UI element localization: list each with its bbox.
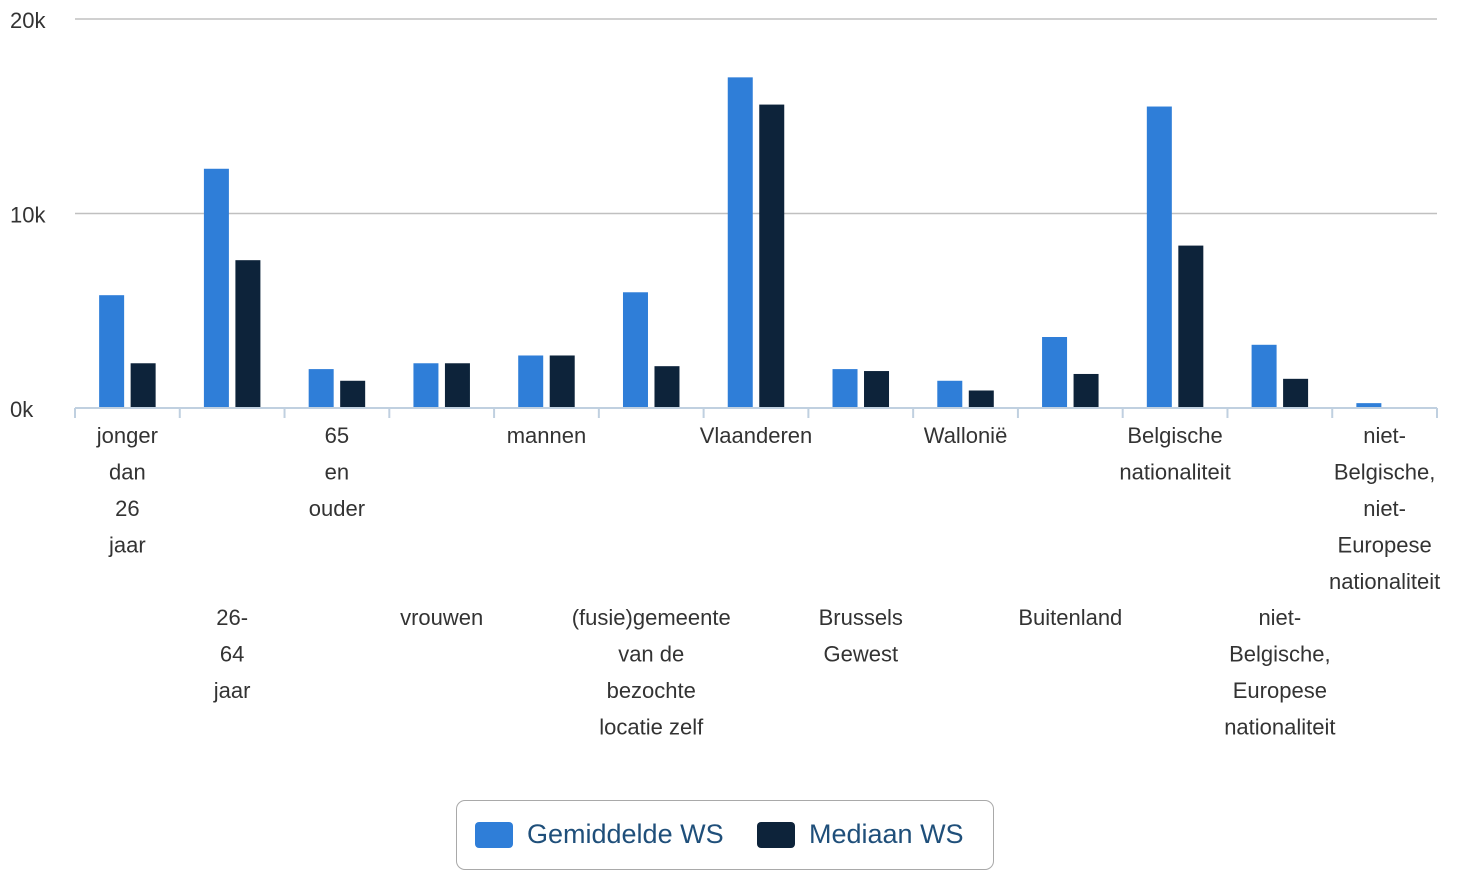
x-axis [74,407,1438,418]
bar-gemiddelde-6[interactable] [727,77,753,408]
legend-swatch-gemiddelde [475,821,513,848]
bar-mediaan-6[interactable] [759,104,785,408]
bar-mediaan-8[interactable] [968,390,994,408]
bar-gemiddelde-2[interactable] [308,369,334,408]
bar-mediaan-5[interactable] [654,366,680,408]
bar-gemiddelde-4[interactable] [518,355,544,408]
bar-gemiddelde-1[interactable] [203,168,229,408]
bar-gemiddelde-12[interactable] [1356,403,1382,408]
x-axis-category-labels: jonger dan 26 jaar 26-64 jaar 65 en ouder vrouwen… [96,423,1440,740]
bar-mediaan-9[interactable] [1073,373,1099,408]
bar-mediaan-11[interactable] [1283,378,1309,408]
y-axis-tick-labels: 0k 10k 20k [10,8,46,422]
legend-swatch-mediaan [757,821,795,848]
x-category-label: jonger dan 26 jaar [96,423,158,558]
y-tick-label: 20k [10,8,46,33]
x-category-label: 26-64 jaar [213,605,251,703]
legend: Gemiddelde WS Mediaan WS [456,800,994,870]
bar-mediaan-10[interactable] [1178,245,1204,408]
x-category-label: Brussels Gewest [819,605,903,667]
bar-mediaan-2[interactable] [340,380,366,408]
x-category-label: Vlaanderen [700,423,813,448]
grid-lines [75,18,1437,215]
bar-gemiddelde-9[interactable] [1042,337,1068,408]
x-category-label: (fusie)gemeente van de bezochte locatie zel… [572,605,731,740]
bars [99,77,1382,409]
legend-label-mediaan: Mediaan WS [809,819,964,849]
bar-mediaan-4[interactable] [549,355,575,408]
x-category-label: niet-Belgische, niet-Europese nationalitei… [1329,423,1440,594]
x-category-label: Wallonië [924,423,1008,448]
legend-item-gemiddelde[interactable]: Gemiddelde WS [475,819,724,850]
legend-label-gemiddelde: Gemiddelde WS [527,819,724,849]
x-category-label: Buitenland [1018,605,1122,630]
x-category-label: 65 en ouder [309,423,365,521]
bar-gemiddelde-11[interactable] [1251,344,1277,408]
bar-gemiddelde-5[interactable] [622,292,648,408]
bar-gemiddelde-10[interactable] [1146,106,1172,409]
x-category-label: vrouwen [400,605,483,630]
bar-gemiddelde-3[interactable] [413,363,439,408]
bar-gemiddelde-7[interactable] [832,369,858,408]
x-category-label: mannen [507,423,587,448]
bar-mediaan-1[interactable] [235,260,261,408]
bar-mediaan-3[interactable] [444,363,470,408]
x-category-label: niet-Belgische, Europese nationaliteit [1224,605,1335,740]
bar-gemiddelde-0[interactable] [99,295,125,408]
bar-mediaan-0[interactable] [130,363,156,408]
bar-gemiddelde-8[interactable] [937,380,963,408]
bar-mediaan-7[interactable] [864,371,890,408]
legend-item-mediaan[interactable]: Mediaan WS [757,819,964,850]
y-tick-label: 0k [10,397,34,422]
x-category-label: Belgische nationaliteit [1119,423,1230,485]
y-tick-label: 10k [10,203,46,228]
